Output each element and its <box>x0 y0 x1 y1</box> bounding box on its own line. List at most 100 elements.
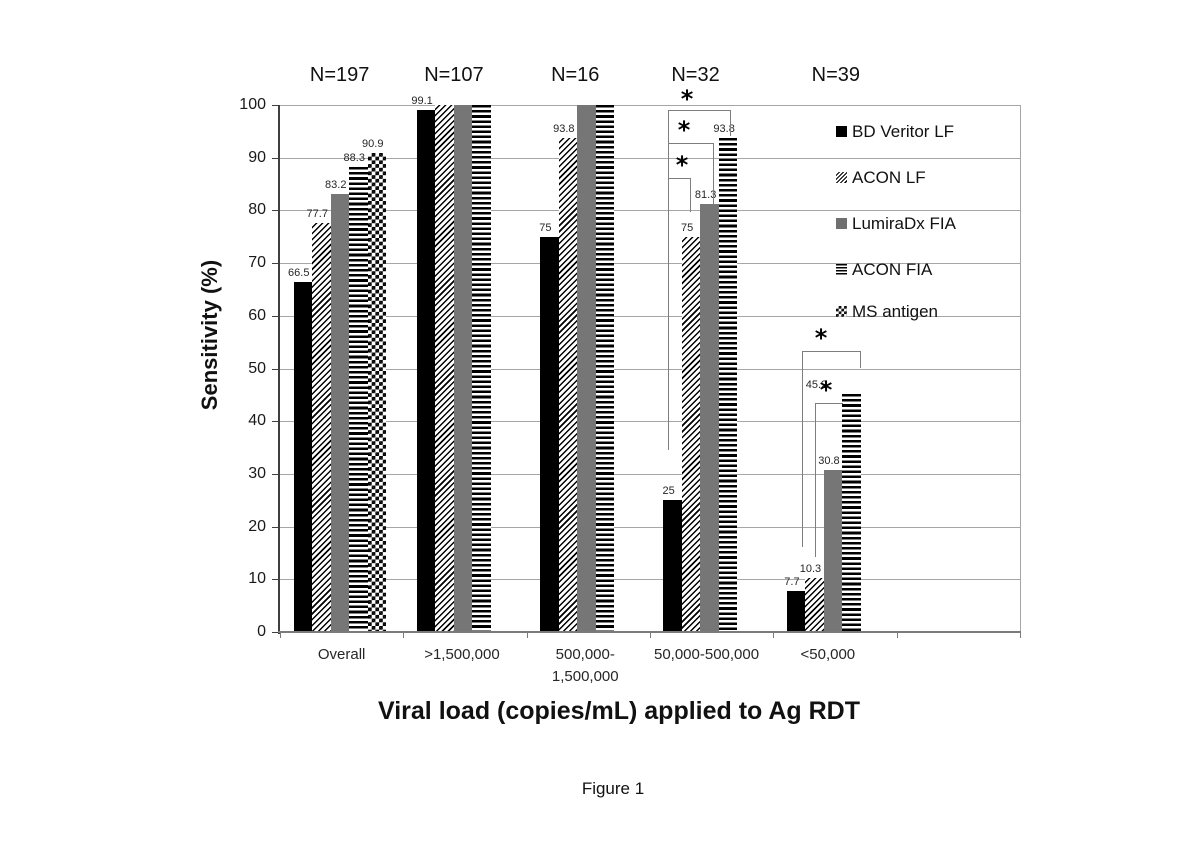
bar-value-label: 93.8 <box>713 122 735 135</box>
n-count-label: N=107 <box>424 64 484 86</box>
significance-bracket-line <box>802 351 860 352</box>
x-axis-title: Viral load (copies/mL) applied to Ag RDT <box>378 697 860 725</box>
bar-lumiradx-fia <box>330 193 349 632</box>
significance-bracket-line <box>860 351 861 368</box>
gridline <box>280 473 1020 475</box>
legend-label: LumiraDx FIA <box>852 214 956 233</box>
legend-swatch-bd-veritor-lf <box>836 126 847 137</box>
y-axis-tick <box>272 368 280 370</box>
bar-value-label: 75 <box>539 221 552 234</box>
bar-lumiradx-fia <box>453 105 473 632</box>
plot-right-border <box>1019 105 1021 632</box>
significance-bracket-line <box>668 178 690 179</box>
gridline <box>280 526 1020 528</box>
gridline <box>280 263 1020 265</box>
legend-label: BD Veritor LF <box>852 122 955 141</box>
y-tick-label: 70 <box>248 254 266 272</box>
bar-value-label: 90.9 <box>362 137 384 150</box>
bar-value-label: 66.5 <box>288 266 310 279</box>
y-axis-tick <box>272 105 280 106</box>
significance-bracket-line <box>690 178 691 212</box>
x-axis-tick <box>403 632 405 638</box>
bar-value-label: 25 <box>662 485 675 498</box>
significance-bracket-line <box>730 110 731 136</box>
y-tick-label: 80 <box>248 201 266 219</box>
x-axis-tick <box>649 632 651 638</box>
bar-lumiradx-fia <box>700 203 719 632</box>
y-axis-tick <box>272 579 280 581</box>
legend-label: ACON FIA <box>852 260 933 279</box>
bar-value-label: 83.2 <box>325 178 347 191</box>
significance-bracket-line <box>802 351 803 547</box>
significance-bracket-line <box>713 143 714 205</box>
bar-acon-lf <box>435 105 454 632</box>
bar-value-label: 75 <box>681 221 694 234</box>
bar-acon-fia <box>842 393 861 632</box>
bar-acon-fia <box>718 137 738 632</box>
gridline <box>280 315 1020 317</box>
bar-acon-lf <box>558 137 578 632</box>
y-axis-tick <box>272 210 280 212</box>
legend-label: ACON LF <box>852 168 926 187</box>
bar-value-label: 93.8 <box>553 122 575 135</box>
bar-lumiradx-fia <box>823 469 843 632</box>
legend-label: MS antigen <box>852 302 938 321</box>
legend-swatch-acon-lf <box>836 172 847 183</box>
significance-bracket-line <box>815 403 816 557</box>
bar-value-label: 7.7 <box>784 576 800 589</box>
y-axis-tick <box>272 421 280 423</box>
bar-acon-fia <box>595 105 615 632</box>
x-category-label: >1,500,000 <box>424 646 500 663</box>
bar-value-label: 81.3 <box>694 188 717 201</box>
bar-value-label: 99.1 <box>411 94 433 107</box>
legend-swatch-ms-antigen <box>836 306 847 317</box>
y-axis-tick <box>272 632 280 633</box>
y-tick-label: 90 <box>248 148 266 166</box>
gridline <box>280 421 1020 423</box>
bar-value-label: 88.3 <box>343 151 365 164</box>
significance-bracket-line <box>668 110 669 450</box>
bar-value-label: 77.7 <box>306 207 328 220</box>
x-axis-tick <box>773 632 775 638</box>
figure-caption: Figure 1 <box>581 779 645 798</box>
y-tick-label: 100 <box>239 96 266 113</box>
n-count-label: N=197 <box>309 64 370 86</box>
y-tick-label: 60 <box>248 306 266 324</box>
bar-acon-fia <box>472 105 491 632</box>
y-tick-label: 20 <box>248 517 266 535</box>
x-category-label: Overall <box>317 646 366 663</box>
significance-bracket-line <box>815 403 843 404</box>
bar-value-label: 30.8 <box>818 454 840 467</box>
gridline <box>280 210 1020 212</box>
bar-bd-veritor-lf <box>663 500 682 632</box>
y-axis-tick <box>272 526 280 528</box>
bar-bd-veritor-lf <box>540 236 559 632</box>
bar-acon-fia <box>349 166 368 632</box>
x-axis-line <box>278 631 1021 633</box>
bar-acon-lf <box>681 236 701 632</box>
x-axis-tick <box>526 632 528 638</box>
bar-bd-veritor-lf <box>416 109 436 632</box>
bar-bd-veritor-lf <box>293 281 312 632</box>
gridline <box>280 157 1020 159</box>
bar-value-label: 45.2 <box>805 378 828 391</box>
bar-value-label: 10.3 <box>799 562 822 575</box>
x-axis-tick <box>896 632 898 638</box>
gridline <box>280 368 1020 370</box>
y-axis-line <box>278 105 280 634</box>
significance-bracket-line <box>668 143 713 144</box>
y-tick-label: 10 <box>248 570 266 588</box>
y-axis-tick <box>272 157 280 159</box>
significance-asterisk: * <box>814 324 828 352</box>
y-tick-label: 40 <box>248 412 266 430</box>
x-category-label: <50,000 <box>800 646 856 663</box>
x-axis-tick <box>1019 632 1021 638</box>
gridline <box>280 579 1020 581</box>
y-tick-label: 0 <box>257 623 266 640</box>
x-axis-tick <box>280 632 281 638</box>
significance-asterisk: * <box>819 376 833 404</box>
significance-asterisk: * <box>677 116 691 144</box>
y-tick-label: 50 <box>248 359 266 377</box>
